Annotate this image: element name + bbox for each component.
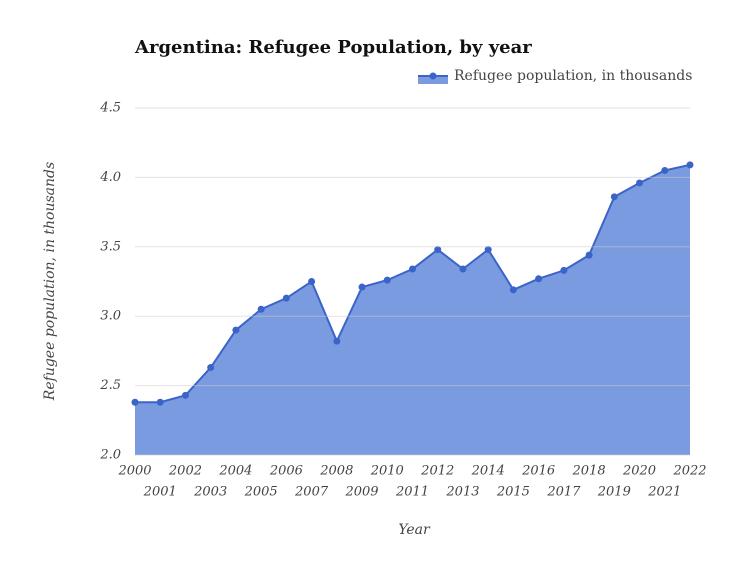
point — [686, 161, 694, 169]
x-tick-label: 2020 — [622, 464, 656, 479]
legend-label: Refugee population, in thousands — [454, 68, 692, 84]
x-axis-title: Year — [398, 522, 431, 538]
point — [409, 265, 416, 273]
x-tick-label: 2022 — [672, 464, 706, 479]
x-tick-label: 2005 — [244, 485, 278, 500]
x-tick-label: 2000 — [117, 464, 151, 479]
y-tick-label: 2.5 — [99, 378, 121, 393]
point — [383, 276, 391, 284]
point — [181, 391, 189, 399]
point — [610, 193, 618, 201]
x-tick-label: 2003 — [193, 485, 227, 500]
point — [585, 251, 593, 259]
point — [333, 337, 341, 345]
point — [308, 278, 316, 285]
x-tick-label: 2008 — [319, 464, 353, 479]
point — [484, 246, 492, 254]
x-tick-label: 2001 — [143, 485, 177, 500]
x-tick-label: 2015 — [496, 485, 530, 500]
y-tick-label: 2.0 — [99, 448, 121, 463]
chart-title: Argentina: Refugee Population, by year — [134, 37, 532, 58]
x-tick-label: 2019 — [597, 485, 631, 500]
x-tick-label: 2007 — [294, 485, 329, 500]
x-tick-label: 2017 — [546, 485, 581, 500]
point — [434, 246, 442, 254]
x-tick-label: 2009 — [344, 485, 378, 500]
point — [535, 275, 543, 283]
x-tick-label: 2012 — [420, 464, 454, 479]
x-tick-label: 2018 — [572, 464, 606, 479]
grid — [135, 107, 690, 456]
point — [131, 398, 139, 406]
point — [459, 265, 467, 273]
x-tick-label: 2013 — [445, 485, 479, 500]
y-tick-label: 4.0 — [99, 170, 121, 185]
x-tick-label: 2002 — [168, 464, 202, 479]
x-tick-label: 2004 — [218, 464, 252, 479]
point — [207, 364, 215, 372]
y-tick-label: 3.5 — [100, 239, 121, 254]
point — [661, 166, 669, 174]
x-tick-label: 2011 — [395, 485, 429, 500]
x-tick-label: 2014 — [471, 464, 505, 479]
legend-marker — [429, 72, 437, 80]
legend-swatch — [418, 76, 448, 84]
x-tick-label: 2006 — [269, 464, 303, 479]
area-fill — [135, 164, 690, 455]
point — [232, 326, 240, 334]
point — [156, 398, 164, 406]
y-axis-title: Refugee population, in thousands — [42, 162, 58, 401]
y-tick-label: 4.5 — [99, 101, 121, 116]
point — [257, 305, 265, 313]
x-tick-label: 2021 — [647, 485, 681, 500]
x-tick-label: 2016 — [521, 464, 555, 479]
point — [358, 283, 366, 291]
point — [636, 179, 644, 187]
y-tick-label: 3.0 — [100, 309, 121, 324]
x-tick-label: 2010 — [370, 464, 404, 479]
point — [509, 286, 517, 294]
point — [282, 294, 290, 302]
point — [560, 266, 568, 274]
